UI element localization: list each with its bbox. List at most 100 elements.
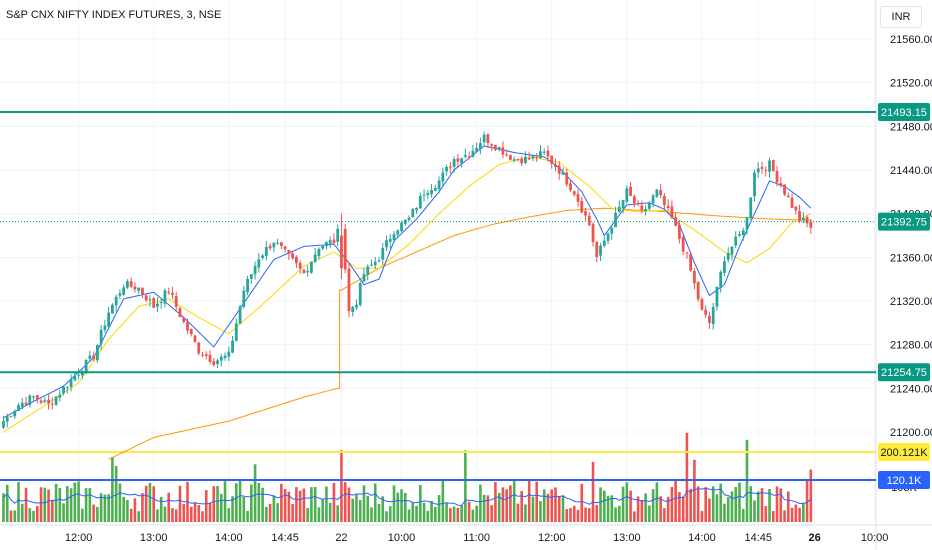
candle-body: [69, 379, 73, 387]
candle-body: [617, 206, 621, 212]
candle-body: [114, 296, 118, 306]
candle-body: [227, 351, 231, 357]
candle-body: [756, 168, 760, 173]
candle-body: [685, 252, 689, 254]
volume-bar: [618, 505, 621, 522]
candle-body: [670, 206, 674, 218]
volume-bar: [460, 505, 463, 522]
candle-body: [542, 151, 546, 153]
volume-bar: [242, 496, 246, 522]
volume-low-tag: 120.1K: [878, 470, 930, 489]
x-tick-label: 13:00: [140, 532, 168, 544]
candle-body: [411, 209, 415, 218]
volume-bar: [411, 502, 415, 522]
volume-bar: [805, 480, 809, 522]
candle-body: [246, 278, 249, 293]
volume-bar: [13, 510, 17, 522]
volume-bar: [313, 487, 317, 522]
volume-bar: [156, 509, 159, 522]
volume-bar: [527, 480, 531, 522]
candle-body: [801, 218, 805, 221]
last-price-tag: 21392.75: [878, 212, 930, 231]
candle-body: [370, 264, 373, 266]
volume-bar: [9, 510, 13, 522]
candle-body: [524, 156, 527, 163]
volume-bar: [392, 485, 396, 522]
candle-body: [651, 195, 655, 204]
candle-body: [426, 193, 430, 196]
y-tick-label: 21440.00: [890, 165, 932, 177]
candle-body: [486, 134, 490, 144]
volume-bar: [599, 487, 602, 522]
candle-body: [167, 291, 171, 293]
candle-body: [92, 355, 96, 359]
candle-body: [388, 238, 392, 242]
candle-body: [148, 299, 152, 301]
volume-bar: [77, 481, 80, 522]
candle-body: [591, 223, 595, 243]
candle-body: [745, 217, 749, 230]
candle-body: [249, 274, 253, 279]
volume-bar: [189, 506, 193, 522]
candle-body: [276, 242, 280, 244]
volume-bar: [81, 508, 84, 522]
candle-body: [463, 155, 467, 157]
volume-bar: [708, 498, 711, 522]
candle-body: [798, 211, 801, 221]
volume-bar: [693, 459, 696, 522]
y-tick-label: 21320.00: [890, 296, 932, 308]
candle-body: [197, 342, 201, 354]
candle-body: [715, 286, 719, 307]
volume-bar: [223, 481, 227, 522]
candle-body: [272, 242, 276, 248]
candle-body: [182, 317, 186, 322]
volume-bar: [208, 502, 212, 522]
x-tick-label: 11:00: [463, 532, 490, 544]
volume-bar: [512, 481, 516, 522]
volume-bar: [419, 484, 422, 522]
volume-bar: [306, 508, 309, 522]
candle-body: [291, 253, 295, 259]
volume-bar: [482, 494, 486, 522]
candle-body: [152, 298, 156, 308]
candle-body: [216, 360, 219, 365]
volume-bar: [786, 491, 790, 522]
candle-body: [494, 145, 497, 150]
candle-body: [445, 167, 448, 172]
currency-button[interactable]: INR: [880, 6, 922, 28]
candle-body: [794, 206, 798, 211]
candle-body: [786, 195, 790, 198]
candle-body: [238, 306, 242, 324]
candle-body: [231, 340, 234, 353]
candle-body: [32, 396, 35, 398]
volume-bar: [126, 500, 129, 522]
candle-body: [554, 164, 557, 168]
candle-body: [595, 241, 599, 257]
resistance-price-tag-bg: [878, 102, 930, 121]
chart-title: S&P CNX NIFTY INDEX FUTURES, 3, NSE: [6, 9, 222, 21]
volume-bar: [734, 487, 738, 522]
candle-body: [332, 239, 336, 243]
volume-bar: [678, 492, 681, 522]
volume-bar: [287, 491, 291, 522]
candle-body: [129, 281, 133, 287]
volume-bar: [103, 494, 107, 522]
volume-bar: [122, 496, 125, 522]
volume-bar: [246, 510, 249, 522]
candle-body: [223, 355, 227, 359]
candle-body: [186, 321, 189, 331]
volume-bar: [321, 499, 324, 522]
candle-body: [62, 386, 65, 394]
volume-bar: [445, 502, 448, 522]
volume-bar: [505, 489, 508, 522]
candle-body: [77, 374, 80, 376]
volume-bar: [204, 490, 208, 522]
volume-bar: [580, 483, 584, 522]
candle-body: [779, 183, 783, 186]
volume-bar: [201, 511, 204, 522]
candle-body: [516, 158, 520, 160]
candle-body: [392, 234, 396, 241]
candle-body: [58, 394, 62, 398]
volume-bar: [197, 505, 201, 522]
